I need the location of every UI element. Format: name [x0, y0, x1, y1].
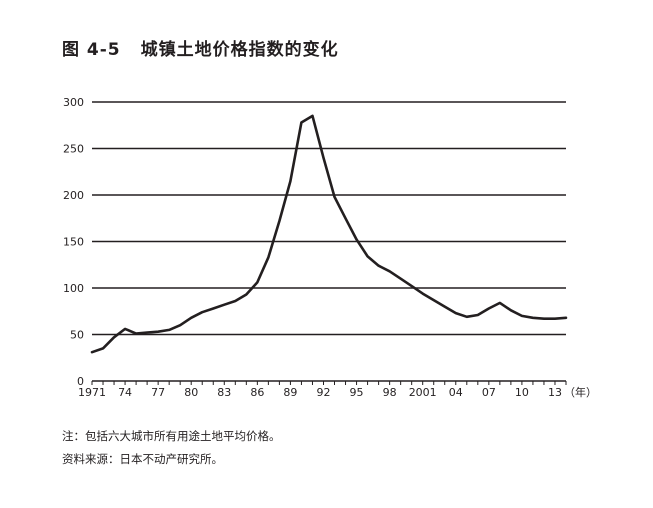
x-tick-label-83: 83: [217, 386, 231, 399]
x-tick-label-1971: 1971: [78, 386, 106, 399]
x-tick-label-92: 92: [316, 386, 330, 399]
x-tick-labels: 1971 74 77 80 83 86 89 92 95 98 2001 04 07 10 13: [78, 386, 562, 399]
y-tick-label-300: 300: [63, 96, 84, 109]
x-tick-label-2001: 2001: [409, 386, 437, 399]
gridlines: [92, 101, 566, 336]
y-tick-label-200: 200: [63, 189, 84, 202]
x-tick-label-13: 13: [548, 386, 562, 399]
x-unit-label: （年）: [564, 385, 597, 399]
x-tick-label-95: 95: [350, 386, 364, 399]
x-tick-label-98: 98: [383, 386, 397, 399]
chart-title: 图 4-5 城镇土地价格指数的变化: [62, 35, 339, 60]
x-tick-label-10: 10: [515, 386, 529, 399]
y-tick-label-0: 0: [77, 375, 84, 388]
series-line-0: [90, 114, 568, 354]
chart-note: 注：包括六大城市所有用途土地平均价格。: [62, 429, 281, 443]
axes: [91, 380, 567, 385]
y-tick-label-250: 250: [63, 143, 84, 156]
line-chart: 0 50 100 150 200 250 300 1971 74 77 80 83 86 89 92 95 9…: [63, 96, 597, 399]
y-tick-labels: 0 50 100 150 200 250 300: [63, 96, 84, 388]
x-tick-label-80: 80: [184, 386, 198, 399]
chart-source: 资料来源：日本不动产研究所。: [62, 452, 223, 466]
figure-number: 图 4-5: [62, 40, 121, 60]
y-tick-label-100: 100: [63, 282, 84, 295]
x-tick-label-77: 77: [151, 386, 165, 399]
x-tick-label-04: 04: [449, 386, 463, 399]
figure-title: 城镇土地价格指数的变化: [140, 40, 339, 60]
y-tick-label-150: 150: [63, 236, 84, 249]
y-tick-label-50: 50: [70, 329, 84, 342]
x-tick-label-86: 86: [250, 386, 264, 399]
x-tick-label-07: 07: [482, 386, 496, 399]
series-layer: [90, 114, 568, 354]
x-tick-label-74: 74: [118, 386, 132, 399]
x-tick-label-89: 89: [283, 386, 297, 399]
